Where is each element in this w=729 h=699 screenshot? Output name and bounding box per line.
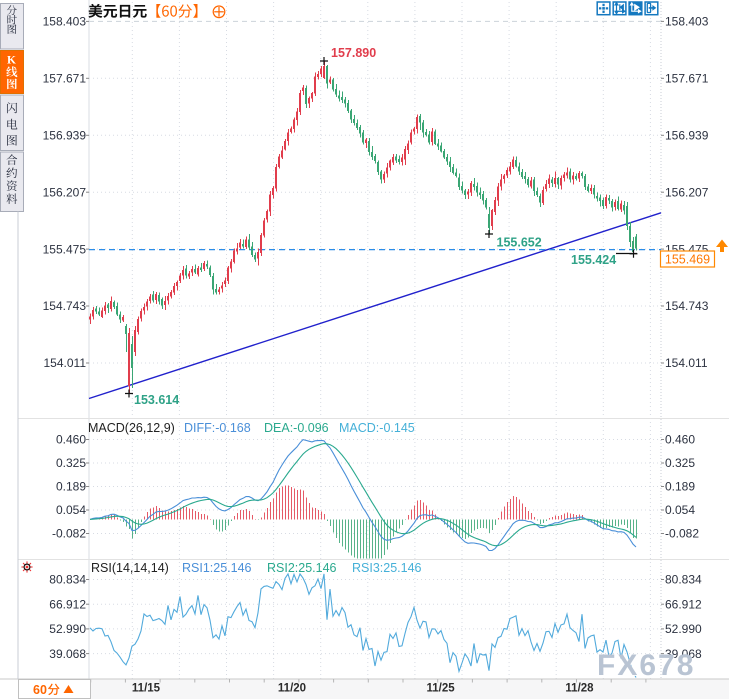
svg-text:DEA:-0.096: DEA:-0.096	[264, 421, 329, 435]
svg-text:11/20: 11/20	[278, 683, 306, 695]
svg-text:66.912: 66.912	[665, 597, 702, 611]
svg-text:157.671: 157.671	[43, 72, 87, 86]
svg-text:154.743: 154.743	[43, 299, 87, 313]
svg-text:156.207: 156.207	[43, 185, 87, 199]
svg-text:0.325: 0.325	[665, 456, 695, 470]
svg-text:0.054: 0.054	[56, 503, 86, 517]
svg-text:158.403: 158.403	[43, 15, 87, 29]
svg-text:60: 60	[33, 683, 47, 697]
svg-text:154.743: 154.743	[665, 299, 709, 313]
svg-text:0.460: 0.460	[56, 433, 86, 447]
svg-text:0.054: 0.054	[665, 503, 695, 517]
svg-text:0.325: 0.325	[56, 456, 86, 470]
svg-text:157.890: 157.890	[331, 46, 376, 60]
svg-text:0.189: 0.189	[56, 480, 86, 494]
svg-text:-0.082: -0.082	[665, 527, 699, 541]
svg-text:157.671: 157.671	[665, 72, 709, 86]
svg-text:0.189: 0.189	[665, 480, 695, 494]
svg-text:155.424: 155.424	[571, 253, 616, 267]
svg-text:K: K	[7, 55, 16, 67]
svg-text:MACD:-0.145: MACD:-0.145	[339, 421, 415, 435]
svg-text:39.068: 39.068	[665, 647, 702, 661]
svg-text:155.475: 155.475	[43, 242, 87, 256]
svg-text:156.939: 156.939	[43, 129, 87, 143]
svg-text:52.990: 52.990	[665, 622, 702, 636]
svg-text:RSI3:25.146: RSI3:25.146	[352, 561, 422, 575]
svg-text:-0.082: -0.082	[52, 527, 86, 541]
svg-text:DIFF:-0.168: DIFF:-0.168	[184, 421, 251, 435]
svg-text:80.834: 80.834	[49, 573, 86, 587]
svg-text:0.460: 0.460	[665, 433, 695, 447]
svg-text:FX678: FX678	[598, 650, 696, 683]
svg-text:52.990: 52.990	[49, 622, 86, 636]
svg-text:FX678: FX678	[597, 649, 695, 682]
svg-text:RSI1:25.146: RSI1:25.146	[182, 561, 252, 575]
svg-text:11/28: 11/28	[565, 683, 594, 695]
svg-text:153.614: 153.614	[134, 393, 179, 407]
svg-text:11/25: 11/25	[427, 683, 456, 695]
svg-text:39.068: 39.068	[49, 647, 86, 661]
svg-text:155.652: 155.652	[497, 236, 542, 250]
svg-text:11/15: 11/15	[132, 683, 161, 695]
svg-text:80.834: 80.834	[665, 573, 702, 587]
svg-text:155.469: 155.469	[665, 253, 710, 267]
svg-text:154.011: 154.011	[665, 356, 708, 370]
svg-text:154.011: 154.011	[44, 356, 87, 370]
svg-text:RSI(14,14,14): RSI(14,14,14)	[91, 561, 169, 575]
svg-text:158.403: 158.403	[665, 15, 709, 29]
svg-text:66.912: 66.912	[49, 597, 86, 611]
svg-text:RSI2:25.146: RSI2:25.146	[267, 561, 337, 575]
svg-text:156.207: 156.207	[665, 185, 709, 199]
svg-text:MACD(26,12,9): MACD(26,12,9)	[88, 421, 175, 435]
svg-text:156.939: 156.939	[665, 129, 709, 143]
